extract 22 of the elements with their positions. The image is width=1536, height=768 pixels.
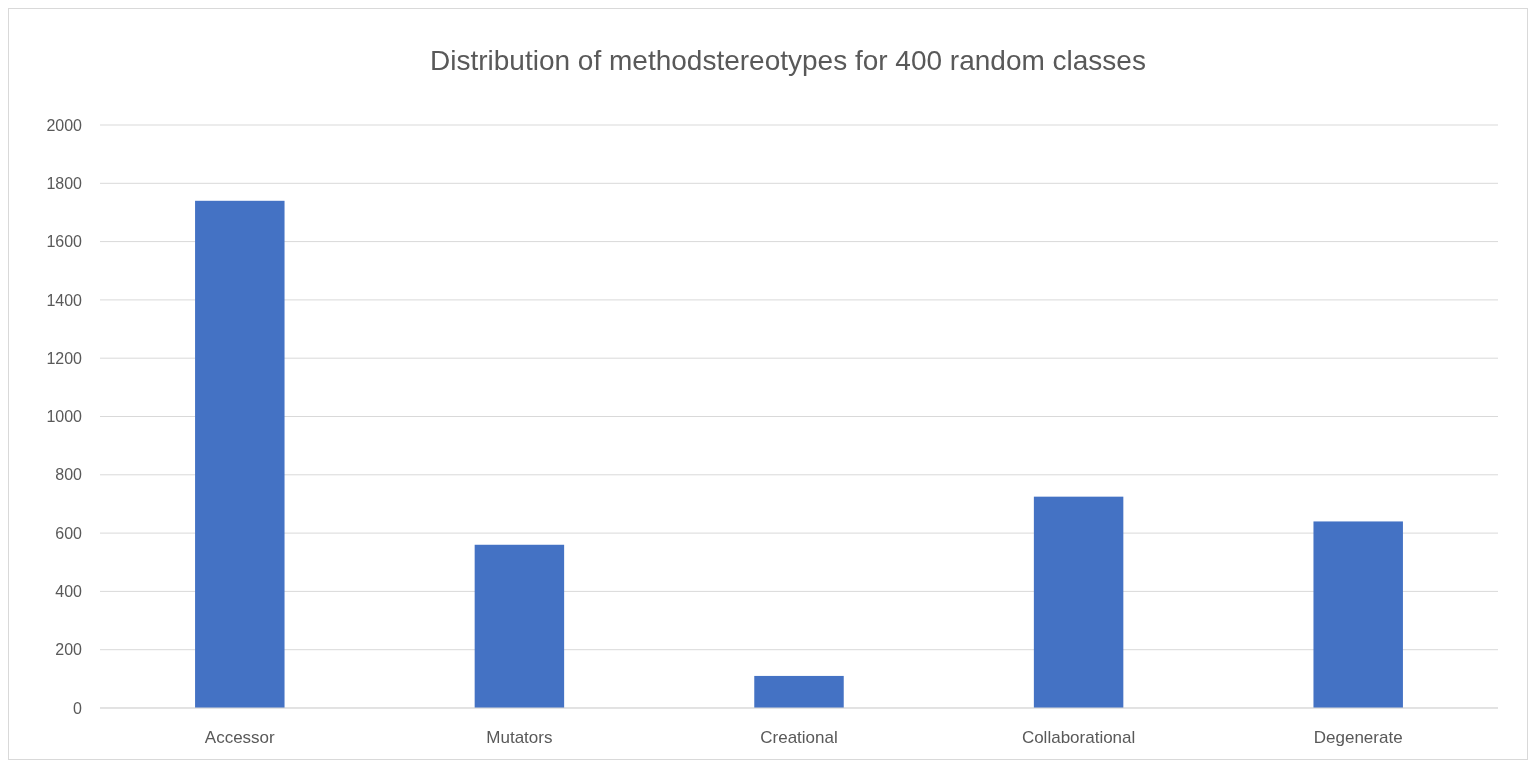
y-tick-label: 2000 (46, 116, 83, 134)
x-tick-label: Collaborational (1021, 728, 1136, 747)
y-tick-label: 1400 (46, 291, 83, 309)
y-tick-label: 600 (55, 524, 83, 542)
y-tick-label: 1000 (46, 408, 83, 426)
bar (1033, 496, 1124, 708)
x-tick-label: Mutators (486, 728, 553, 747)
bar (1313, 521, 1403, 708)
bar (754, 675, 844, 708)
x-tick-label: Degenerate (1313, 728, 1403, 747)
x-tick-label: Accessor (204, 728, 276, 747)
y-tick-label: 800 (55, 466, 83, 484)
x-tick-label: Creational (760, 728, 838, 747)
y-tick-label: 1600 (46, 233, 83, 251)
y-tick-label: 400 (55, 583, 83, 600)
bar (474, 544, 565, 708)
y-tick-label: 1800 (46, 174, 83, 192)
bar (195, 200, 285, 708)
y-tick-label: 1200 (46, 349, 83, 367)
chart-title: Distribution of methodstereotypes for 400 random classes (430, 45, 1146, 76)
y-tick-label: 200 (55, 641, 83, 659)
y-tick-label: 0 (73, 699, 83, 717)
